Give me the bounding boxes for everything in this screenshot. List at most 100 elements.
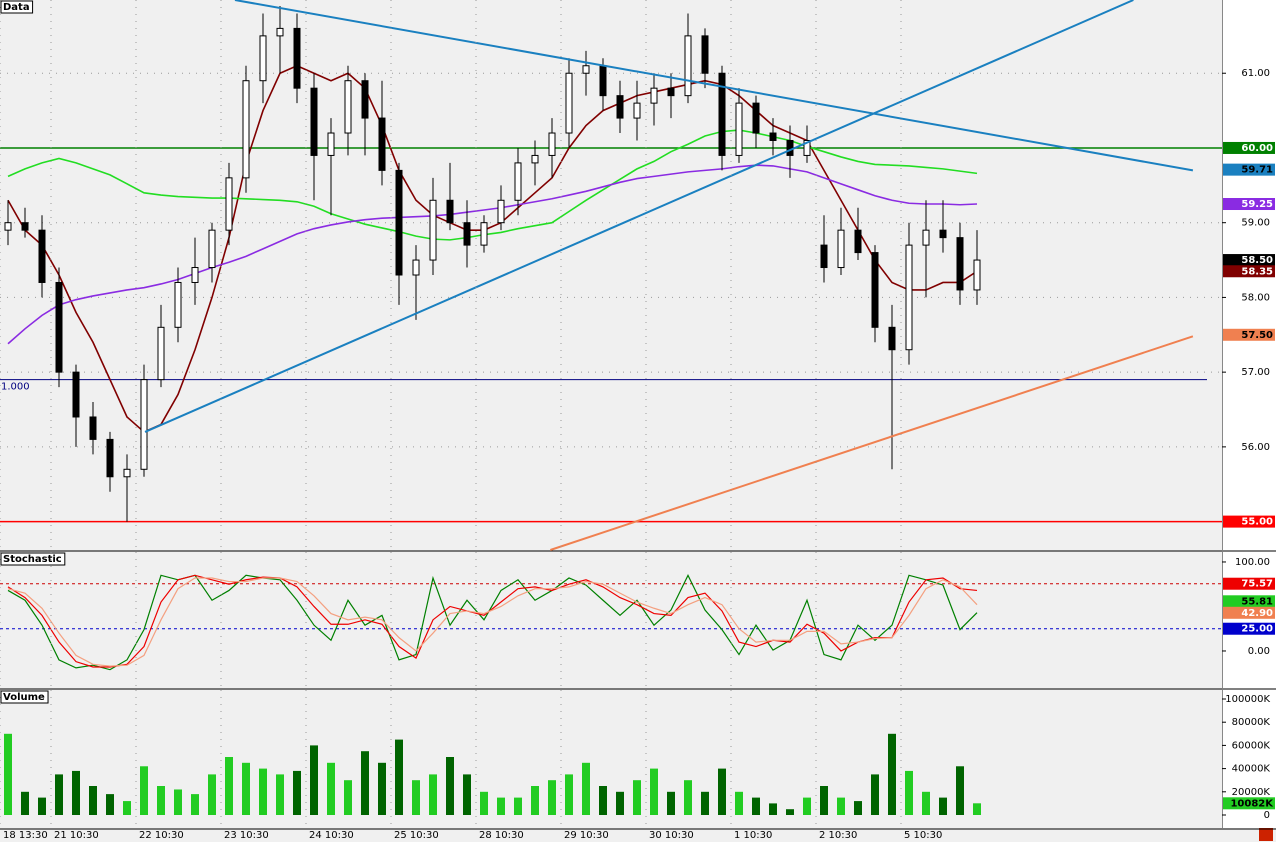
stochastic-line: [7, 577, 978, 667]
panel-title-box: [0, 552, 66, 566]
volume-bar: [344, 780, 352, 815]
volume-bar: [531, 786, 539, 815]
x-tick-label: 29 10:30: [564, 830, 609, 841]
volume-bar: [38, 797, 46, 815]
volume-bar: [650, 768, 658, 815]
candle-body: [786, 139, 794, 156]
volume-bar: [837, 797, 845, 815]
volume-bar: [599, 786, 607, 815]
candle-body: [242, 80, 250, 179]
value-marker: [1223, 595, 1275, 608]
candle-body: [905, 244, 913, 351]
candle-body: [820, 244, 828, 269]
x-tick-label: 28 10:30: [479, 830, 524, 841]
value-marker-label: 25.00: [1241, 624, 1273, 635]
y-tick-label: 58.00: [1241, 292, 1270, 303]
volume-bar: [922, 791, 930, 815]
candle-body: [531, 154, 539, 164]
value-marker-label: 75.57: [1241, 579, 1273, 590]
candle-body: [395, 169, 403, 276]
y-tick-label: 61.00: [1241, 68, 1270, 79]
value-marker: [1223, 198, 1275, 211]
volume-bar: [89, 786, 97, 815]
candle-body: [616, 95, 624, 119]
volume-bar: [157, 786, 165, 815]
candle-body: [565, 72, 573, 134]
panel-title: Data: [3, 2, 30, 13]
candle-body: [378, 117, 386, 171]
volume-bar: [361, 751, 369, 815]
volume-bar: [174, 789, 182, 815]
moving-average: [7, 129, 978, 241]
scroll-button[interactable]: [1259, 828, 1273, 841]
x-tick-label: 22 10:30: [139, 830, 184, 841]
value-marker-label: 57.50: [1241, 330, 1273, 341]
candle-body: [956, 237, 964, 291]
candle-body: [871, 252, 879, 328]
candle-body: [38, 229, 46, 283]
candle-body: [446, 199, 454, 224]
x-tick-label: 5 10:30: [904, 830, 942, 841]
candle-body: [701, 35, 709, 74]
volume-bar: [327, 762, 335, 815]
volume-bar: [293, 770, 301, 815]
candle-body: [89, 416, 97, 440]
volume-bar: [633, 780, 641, 815]
volume-bar: [514, 797, 522, 815]
y-tick-label: 56.00: [1241, 442, 1270, 453]
level-label: 1.000: [1, 382, 30, 393]
volume-bar: [208, 774, 216, 815]
candle-body: [497, 199, 505, 224]
volume-bar: [480, 791, 488, 815]
y-tick-label: 0: [1264, 810, 1270, 821]
value-marker: [1223, 265, 1275, 278]
axis-background: [1222, 0, 1276, 842]
x-tick-label: 25 10:30: [394, 830, 439, 841]
candle-body: [769, 132, 777, 141]
x-tick-label: 21 10:30: [54, 830, 99, 841]
panel-title: Volume: [3, 692, 45, 703]
volume-bar: [55, 774, 63, 815]
volume-bar: [429, 774, 437, 815]
candle-body: [582, 65, 590, 74]
candle-body: [752, 102, 760, 134]
candle-body: [21, 222, 29, 231]
candle-body: [327, 132, 335, 156]
volume-bar: [565, 774, 573, 815]
x-tick-label: 23 10:30: [224, 830, 269, 841]
candle-body: [854, 229, 862, 254]
volume-bar: [446, 757, 454, 815]
volume-bar: [463, 774, 471, 815]
x-tick-label: 18 13:30: [3, 830, 48, 841]
trend-line: [549, 335, 1194, 551]
trend-line: [144, 0, 1134, 433]
moving-average: [7, 64, 978, 433]
volume-bar: [667, 791, 675, 815]
volume-bar: [191, 794, 199, 815]
candle-body: [514, 162, 522, 201]
volume-bar: [718, 768, 726, 815]
y-tick-label: 0.00: [1248, 646, 1270, 657]
candle-body: [429, 199, 437, 261]
volume-bar: [973, 803, 981, 815]
value-marker-label: 59.71: [1241, 165, 1273, 176]
volume-bar: [786, 809, 794, 815]
x-tick-label: 30 10:30: [649, 830, 694, 841]
volume-bar: [395, 739, 403, 815]
candle-body: [72, 371, 80, 418]
candle-body: [463, 222, 471, 246]
volume-bar: [497, 797, 505, 815]
candle-body: [140, 379, 148, 470]
volume-bar: [701, 791, 709, 815]
stochastic-line: [7, 573, 978, 671]
candle-body: [888, 326, 896, 351]
candle-body: [735, 102, 743, 156]
moving-average: [7, 164, 978, 345]
candle-body: [973, 259, 981, 291]
x-tick-label: 24 10:30: [309, 830, 354, 841]
candle-body: [157, 326, 165, 381]
y-tick-label: 80000K: [1232, 717, 1271, 728]
date-strip: [0, 828, 1276, 842]
candle-body: [922, 229, 930, 246]
